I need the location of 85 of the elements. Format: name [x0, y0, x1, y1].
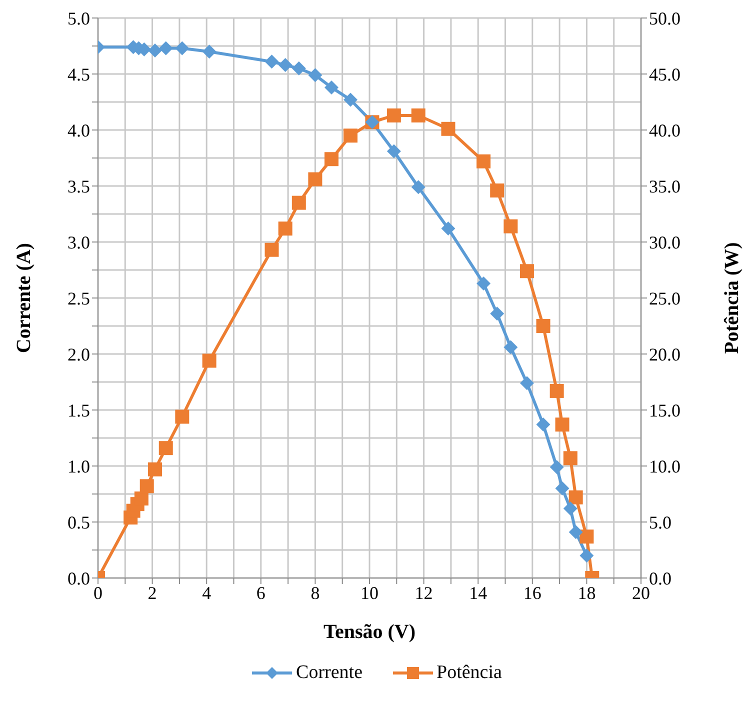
- y-tick-label: 2.0: [68, 344, 90, 364]
- y2-tick-label: 50.0: [649, 8, 680, 28]
- point: [278, 222, 292, 236]
- point: [555, 418, 570, 432]
- y-tick-label: 2.5: [68, 288, 90, 308]
- y2-tick-label: 45.0: [649, 64, 680, 84]
- x-tick-label: 10: [360, 582, 378, 603]
- x-axis-title: Tensão (V): [323, 621, 416, 643]
- y2-tick-label: 15.0: [649, 400, 680, 420]
- point: [441, 222, 456, 236]
- point: [264, 242, 279, 257]
- point: [148, 43, 162, 58]
- y2-tick-label: 30.0: [649, 232, 680, 252]
- point: [520, 264, 534, 278]
- y2-tick-label: 10.0: [649, 456, 680, 476]
- point: [580, 530, 594, 544]
- point: [308, 172, 322, 186]
- y-tick-label: 1.0: [68, 456, 90, 476]
- point: [550, 460, 564, 474]
- point: [568, 490, 583, 504]
- point: [148, 462, 162, 476]
- point: [504, 340, 518, 354]
- y-tick-label: 3.0: [68, 232, 90, 252]
- point: [490, 183, 504, 198]
- y-tick-label: 0.0: [68, 568, 90, 588]
- x-tick-label: 2: [148, 582, 157, 603]
- point: [175, 41, 190, 56]
- x-tick-label: 8: [310, 582, 320, 603]
- y-tick-label: 3.5: [68, 176, 90, 196]
- point: [563, 502, 578, 516]
- point: [555, 481, 570, 496]
- point: [202, 44, 216, 59]
- y-tick-label: 5.0: [68, 8, 90, 28]
- x-tick-label: 16: [523, 582, 542, 603]
- point: [386, 144, 401, 158]
- point: [563, 451, 578, 466]
- point: [343, 128, 358, 143]
- y-tick-label: 4.0: [68, 120, 90, 140]
- y-axis-title: Corrente (A): [13, 242, 36, 354]
- point: [441, 122, 456, 136]
- y2-axis-title: Potência (W): [721, 242, 744, 354]
- point: [386, 108, 401, 122]
- x-tick-label: 20: [632, 582, 650, 603]
- point: [568, 525, 583, 540]
- y-tick-label: 1.5: [68, 400, 90, 420]
- point: [324, 152, 338, 166]
- y2-tick-label: 5.0: [649, 512, 672, 532]
- x-tick-label: 6: [256, 582, 266, 603]
- point: [324, 80, 338, 94]
- point: [292, 196, 306, 210]
- point: [292, 61, 306, 76]
- x-tick-label: 12: [414, 582, 433, 603]
- point: [536, 418, 550, 432]
- point: [343, 92, 358, 107]
- x-tick-label: 0: [94, 582, 102, 603]
- legend-label: Corrente: [296, 662, 363, 684]
- point: [175, 410, 190, 424]
- y2-tick-label: 0.0: [649, 568, 672, 588]
- x-tick-label: 18: [578, 582, 596, 603]
- point: [411, 108, 426, 122]
- point: [536, 319, 550, 333]
- point: [550, 384, 564, 398]
- point: [202, 354, 216, 368]
- point: [520, 376, 534, 390]
- y2-tick-label: 40.0: [649, 120, 680, 140]
- point: [308, 68, 322, 82]
- point: [411, 180, 426, 194]
- point: [476, 154, 491, 168]
- point: [140, 479, 154, 494]
- x-tick-label: 14: [469, 582, 488, 603]
- point: [504, 219, 518, 234]
- legend-label: Potência: [436, 662, 502, 684]
- point: [490, 306, 504, 321]
- y2-tick-label: 20.0: [649, 344, 680, 364]
- y-tick-label: 4.5: [68, 64, 90, 84]
- point: [476, 276, 491, 290]
- point: [158, 441, 173, 456]
- y2-tick-label: 35.0: [649, 176, 680, 196]
- point: [278, 58, 292, 72]
- point: [580, 548, 594, 563]
- x-tick-label: 4: [202, 582, 212, 603]
- point: [158, 41, 173, 56]
- point: [264, 54, 279, 69]
- y-tick-label: 0.5: [68, 512, 90, 532]
- y2-tick-label: 25.0: [649, 288, 680, 308]
